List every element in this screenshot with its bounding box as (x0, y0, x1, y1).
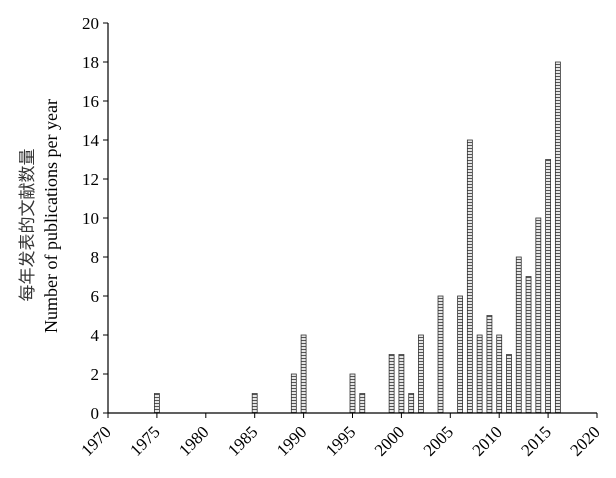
bar-2009 (486, 315, 493, 414)
y-tick-label: 4 (91, 326, 100, 345)
bar-2002 (418, 334, 424, 414)
bar-1990 (300, 334, 307, 414)
y-tick-label: 6 (91, 287, 100, 306)
x-tick-label: 2020 (566, 422, 603, 459)
x-tick-label: 2015 (517, 422, 554, 459)
y-tick-label: 10 (82, 209, 99, 228)
y-tick-label: 20 (82, 14, 99, 33)
x-tick-labels: 1970 1975 1980 1985 1990 1995 2000 2005 2010 2015… (77, 422, 603, 459)
y-axis-title-cn: 每年发表的文献数量 (18, 149, 38, 302)
x-tick-label: 1980 (175, 422, 212, 459)
y-tick-labels: 0 2 4 6 8 10 12 14 16 18 20 (82, 14, 100, 423)
bar-2014 (535, 217, 542, 414)
bar-1996 (359, 393, 366, 414)
bar-1975 (153, 393, 160, 414)
x-tick-label: 2005 (420, 422, 457, 459)
x-tick-label: 2010 (469, 422, 506, 459)
y-tick-label: 16 (82, 92, 99, 111)
y-tick-label: 12 (82, 170, 99, 189)
bar-2013 (525, 276, 532, 414)
bars-group (153, 61, 561, 414)
bar-2015 (545, 159, 551, 414)
y-tick-label: 2 (91, 365, 100, 384)
bar-2007 (466, 139, 473, 414)
y-axis-title: Number of publications per year (41, 99, 61, 333)
bar-2000 (398, 354, 405, 414)
bar-2004 (437, 295, 444, 414)
y-tick-label: 18 (82, 53, 99, 72)
x-tick-label: 1985 (224, 422, 261, 459)
bar-1995 (349, 373, 356, 414)
x-tick-label: 1970 (77, 422, 114, 459)
y-tick-label: 14 (82, 131, 100, 150)
bar-2001 (408, 393, 415, 414)
bar-2006 (457, 295, 463, 414)
bar-2008 (476, 334, 483, 414)
bar-2011 (506, 354, 512, 414)
bar-2010 (496, 334, 503, 414)
x-tick-label: 1990 (273, 422, 310, 459)
bar-2016 (554, 61, 561, 414)
x-tick-label: 2000 (371, 422, 408, 459)
bar-1985 (251, 393, 258, 414)
bar-1989 (290, 373, 297, 414)
bar-1999 (388, 354, 395, 414)
axes-group (103, 22, 598, 418)
x-tick-label: 1975 (126, 422, 163, 459)
y-tick-label: 8 (91, 248, 100, 267)
bar-2012 (515, 256, 522, 414)
x-tick-label: 1995 (322, 422, 359, 459)
y-tick-label: 0 (91, 404, 100, 423)
